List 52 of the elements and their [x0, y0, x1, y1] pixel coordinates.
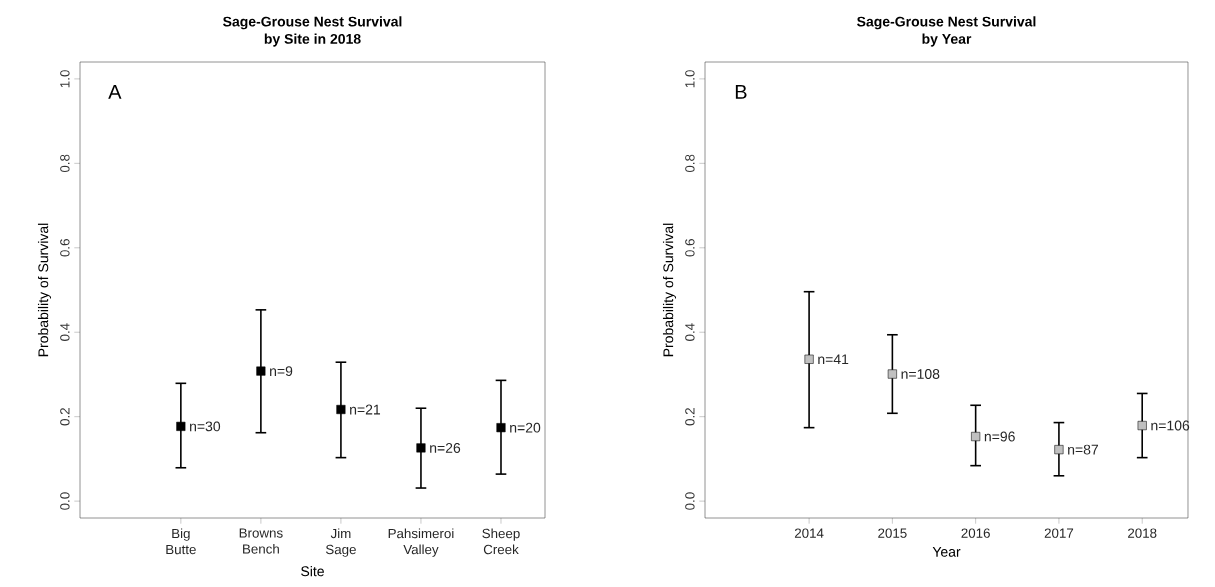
- x-tick-label: Browns Bench: [239, 528, 283, 554]
- y-tick-label: 0.4: [685, 323, 695, 341]
- x-tick-label: 2014: [794, 528, 824, 538]
- chart-title: Sage-Grouse Nest Survival: [223, 16, 402, 30]
- x-tick-label: 2015: [878, 528, 907, 538]
- chart-title: Sage-Grouse Nest Survival: [857, 16, 1036, 30]
- point: [887, 369, 897, 379]
- annotation: n=108: [901, 369, 940, 379]
- point: [804, 354, 814, 364]
- annotation: n=21: [350, 404, 381, 415]
- x-tick-label: 2017: [1044, 528, 1074, 538]
- annotation: n=106: [1151, 420, 1190, 431]
- annotation: n=20: [510, 422, 541, 433]
- y-tick-label: 0.6: [685, 239, 695, 257]
- x-tick-label: Jim Sage: [325, 528, 356, 557]
- y-tick-label: 0.2: [685, 408, 695, 426]
- x-tick-label: Pahsimeroi Valley: [388, 528, 454, 557]
- x-axis-title: Year: [932, 547, 961, 557]
- x-axis-title: Site: [301, 565, 324, 577]
- chart-subtitle: by Year: [922, 33, 972, 47]
- point: [336, 404, 346, 415]
- annotation: n=9: [270, 366, 293, 377]
- annotation: A: [108, 85, 122, 99]
- y-axis-title: Probability of Survival: [37, 223, 52, 357]
- y-tick-label: 0.8: [60, 154, 70, 173]
- point: [1054, 445, 1064, 455]
- annotation: n=26: [430, 442, 461, 453]
- point: [1137, 421, 1147, 431]
- y-tick-label: 1.0: [60, 70, 70, 88]
- point: [256, 366, 266, 376]
- y-tick-label: 0.6: [60, 239, 70, 257]
- annotation: n=87: [1068, 444, 1098, 455]
- y-tick-label: 0.0: [60, 492, 70, 510]
- x-tick-label: Sheep Creek: [482, 528, 520, 555]
- x-tick-label: Big Butte: [166, 528, 196, 555]
- x-tick-label: 2018: [1128, 528, 1157, 538]
- y-tick-label: 1.0: [685, 70, 695, 88]
- chart-subtitle: by Site in 2018: [264, 33, 361, 47]
- annotation: n=96: [984, 431, 1015, 442]
- annotation: n=30: [190, 421, 221, 432]
- y-tick-label: 0.2: [60, 408, 70, 426]
- point: [176, 421, 186, 431]
- point: [416, 443, 426, 453]
- annotation: B: [735, 85, 747, 99]
- y-tick-label: 0.8: [685, 154, 695, 173]
- x-tick-label: 2016: [961, 528, 990, 538]
- y-tick-label: 0.4: [60, 323, 70, 341]
- y-axis-title: Probability of Survival: [662, 223, 677, 357]
- y-tick-label: 0.0: [685, 492, 695, 510]
- annotation: n=41: [818, 354, 849, 365]
- point: [971, 431, 981, 442]
- point: [496, 423, 506, 433]
